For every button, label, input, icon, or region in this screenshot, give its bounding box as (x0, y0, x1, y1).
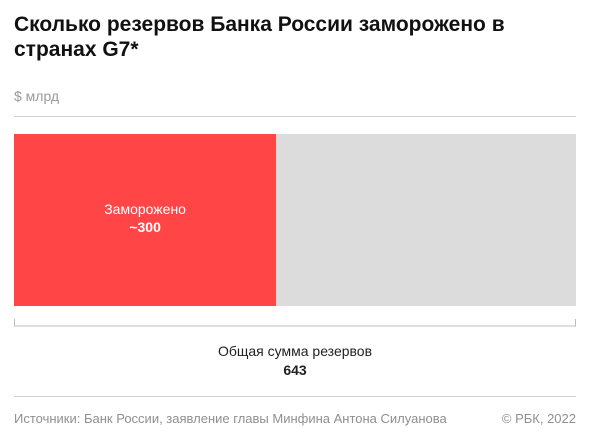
frozen-label-value: ~300 (129, 219, 161, 235)
source-note: Источники: Банк России, заявление главы … (14, 411, 447, 426)
bar-segment-remaining (276, 134, 576, 306)
total-label-name: Общая сумма резервов (217, 343, 373, 359)
frozen-label: Заморожено ~300 (14, 200, 276, 236)
bottom-divider (14, 396, 576, 397)
top-divider (14, 116, 576, 117)
frozen-label-name: Заморожено (104, 201, 186, 217)
unit-label: $ млрд (14, 88, 60, 104)
chart-title: Сколько резервов Банка России заморожено… (14, 13, 505, 61)
total-label-value: 643 (283, 362, 307, 378)
stacked-bar-chart (14, 134, 576, 327)
total-label: Общая сумма резервов 643 (14, 342, 576, 380)
total-bracket (14, 319, 576, 327)
bar-segment-frozen (14, 134, 277, 306)
copyright: © РБК, 2022 (501, 411, 576, 426)
